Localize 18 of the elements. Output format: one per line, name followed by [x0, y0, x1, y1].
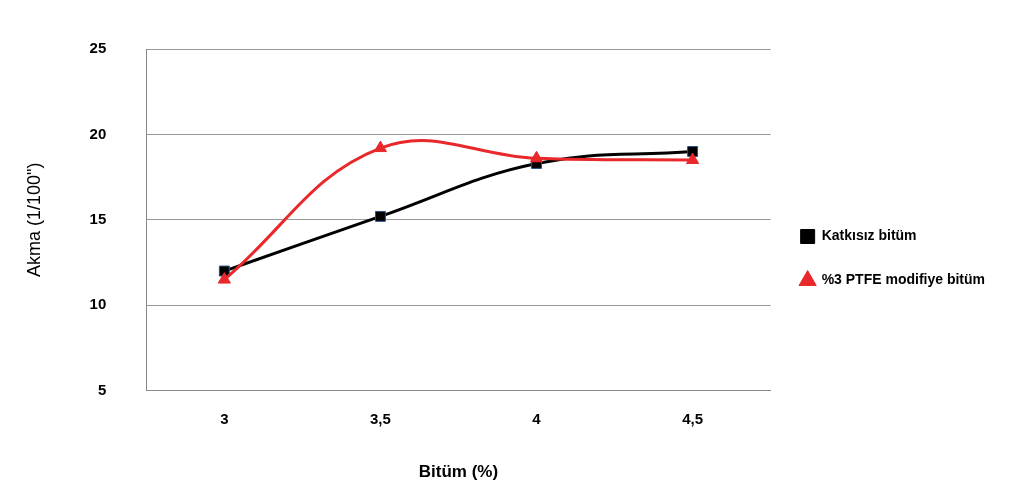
point — [529, 150, 544, 163]
legend-label: Katkısız bitüm — [821, 227, 917, 244]
x-tick-label: 4,5 — [682, 409, 704, 427]
point — [217, 272, 231, 284]
x-tick-label: 3 — [220, 409, 229, 427]
x-axis-title: Bitüm (%) — [418, 462, 499, 482]
x-tick-label: 3,5 — [369, 409, 391, 427]
y-tick-label: 20 — [89, 124, 107, 142]
y-tick-label: 10 — [89, 295, 107, 313]
point — [374, 210, 386, 222]
point — [373, 140, 387, 153]
y-tick-label: 5 — [97, 380, 107, 398]
y-tick-label: 15 — [89, 209, 107, 227]
legend-label: %3 PTFE modifiye bitüm — [821, 271, 986, 288]
point — [686, 152, 700, 165]
y-axis-title: Akma (1/100") — [23, 162, 44, 278]
x-tick-label: 4 — [532, 409, 542, 427]
y-tick-label: 25 — [89, 39, 107, 57]
